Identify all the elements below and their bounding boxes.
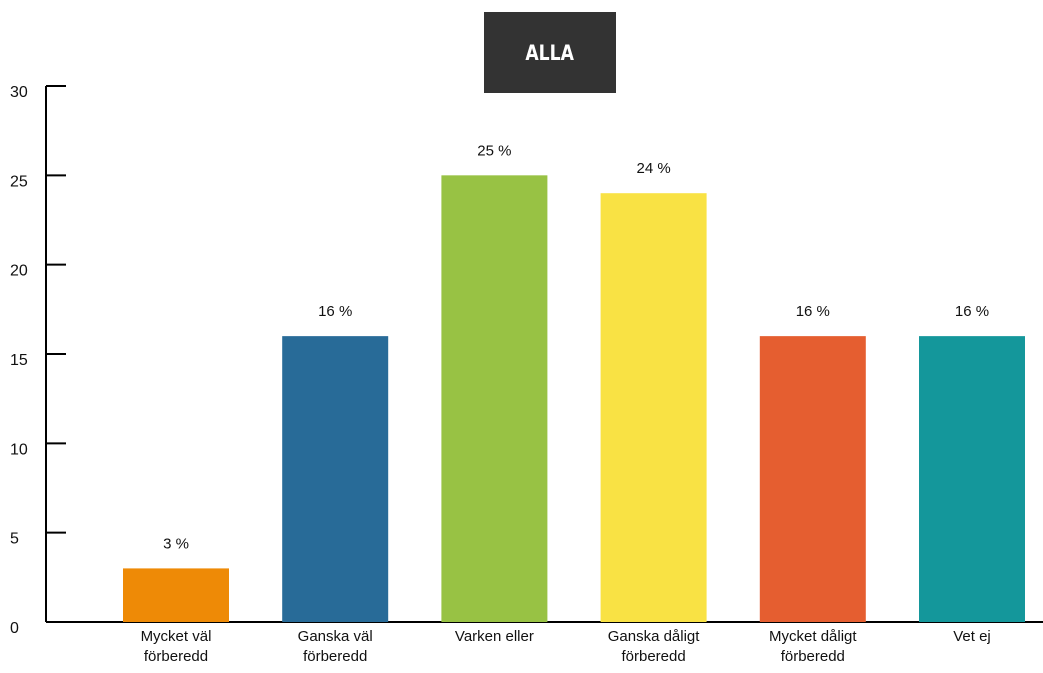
bar	[600, 193, 707, 622]
chart-title-box: ALLA	[484, 12, 616, 93]
bar-data-label: 3 %	[163, 535, 189, 552]
x-category-label-line: Ganska dåligt	[608, 628, 701, 645]
x-category-label: Mycket dåligt förberedd	[769, 628, 857, 665]
x-category-label: Mycket väl förberedd	[141, 628, 212, 665]
bar-data-label: 16 %	[318, 303, 352, 320]
bar	[919, 336, 1025, 622]
bar	[282, 336, 389, 622]
x-category-label: Varken eller	[455, 628, 534, 645]
x-category-label-line: förberedd	[621, 648, 685, 665]
bar-data-label: 24 %	[636, 160, 670, 177]
x-category-label-line: Vet ej	[953, 628, 991, 645]
bar-data-label: 16 %	[955, 303, 989, 320]
x-category-label-line: Mycket väl	[141, 628, 212, 645]
bar	[441, 175, 548, 623]
x-category-label: Ganska dåligt förberedd	[608, 628, 701, 665]
y-tick-label: 10	[10, 441, 28, 458]
bar-data-label: 25 %	[477, 142, 511, 159]
chart-title: ALLA	[525, 40, 575, 65]
x-category-label: Ganska väl förberedd	[298, 628, 373, 665]
bar	[759, 336, 866, 622]
y-tick-label: 30	[10, 84, 28, 101]
y-tick-label: 5	[10, 531, 19, 548]
x-category-label: Vet ej	[953, 628, 991, 645]
y-tick-label: 20	[10, 263, 28, 280]
bar	[123, 568, 229, 622]
x-category-label-line: förberedd	[781, 648, 845, 665]
y-tick-label: 15	[10, 352, 28, 369]
x-category-label-line: förberedd	[303, 648, 367, 665]
x-category-label-line: Mycket dåligt	[769, 628, 857, 645]
x-category-label-line: Varken eller	[455, 628, 534, 645]
y-tick-label: 0	[10, 620, 19, 637]
x-category-label-line: Ganska väl	[298, 628, 373, 645]
x-category-label-line: förberedd	[144, 648, 208, 665]
bar-data-label: 16 %	[796, 303, 830, 320]
y-tick-label: 25	[10, 173, 28, 190]
